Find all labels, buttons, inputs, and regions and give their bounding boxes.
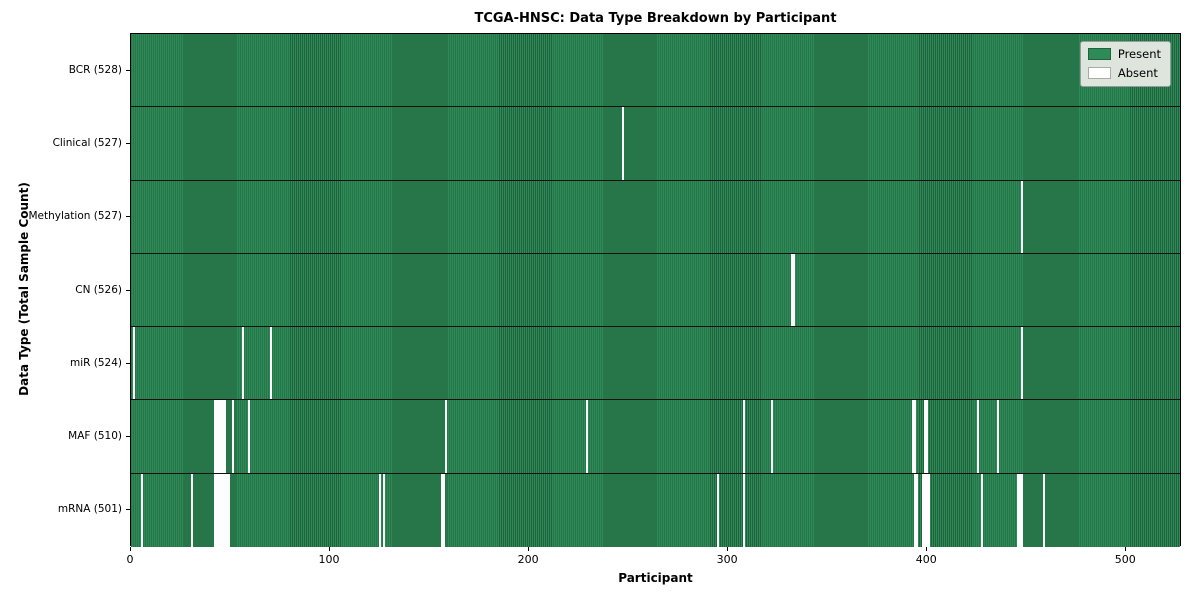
y-tick-label: CN (526) bbox=[75, 283, 122, 296]
absent-marker bbox=[1017, 473, 1020, 547]
absent-marker bbox=[981, 473, 984, 547]
absent-marker bbox=[379, 473, 382, 547]
legend: Present Absent bbox=[1079, 41, 1171, 87]
absent-marker bbox=[224, 473, 227, 547]
absent-marker bbox=[921, 473, 924, 547]
absent-marker bbox=[383, 473, 386, 547]
matrix-row-bcr bbox=[131, 34, 1180, 108]
legend-item-present: Present bbox=[1087, 47, 1161, 61]
absent-marker bbox=[214, 400, 217, 473]
absent-marker bbox=[224, 400, 227, 473]
matrix-row-mir bbox=[131, 327, 1180, 401]
absent-marker bbox=[1042, 473, 1045, 547]
x-tick-label: 500 bbox=[1114, 553, 1136, 566]
absent-marker bbox=[790, 253, 793, 327]
y-tick bbox=[126, 289, 130, 291]
absent-marker bbox=[190, 473, 193, 547]
absent-marker bbox=[440, 473, 443, 547]
absent-marker bbox=[214, 473, 217, 547]
x-tick bbox=[528, 547, 530, 551]
absent-marker bbox=[770, 400, 773, 473]
absent-marker bbox=[228, 473, 231, 547]
legend-item-absent: Absent bbox=[1087, 66, 1161, 80]
absent-marker bbox=[222, 400, 225, 473]
y-tick-label: MAF (510) bbox=[68, 430, 122, 443]
legend-swatch-present bbox=[1087, 48, 1111, 60]
absent-marker bbox=[216, 473, 219, 547]
absent-marker bbox=[444, 400, 447, 473]
x-tick-label: 200 bbox=[517, 553, 539, 566]
legend-label: Present bbox=[1117, 47, 1161, 61]
absent-marker bbox=[742, 400, 745, 473]
absent-marker bbox=[997, 400, 1000, 473]
y-tick bbox=[126, 509, 130, 511]
chart-title: TCGA-HNSC: Data Type Breakdown by Partic… bbox=[474, 11, 837, 26]
plot-area: Present Absent bbox=[130, 33, 1181, 547]
y-tick bbox=[126, 69, 130, 71]
matrix-row-cn bbox=[131, 253, 1180, 328]
absent-marker bbox=[216, 400, 219, 473]
absent-marker bbox=[923, 400, 926, 473]
y-tick bbox=[126, 436, 130, 438]
absent-marker bbox=[232, 400, 235, 473]
matrix-row-methylation bbox=[131, 180, 1180, 254]
absent-marker bbox=[1019, 473, 1022, 547]
absent-marker bbox=[226, 473, 229, 547]
absent-marker bbox=[923, 473, 926, 547]
y-tick bbox=[126, 362, 130, 364]
absent-marker bbox=[140, 473, 143, 547]
matrix-row-clinical bbox=[131, 107, 1180, 181]
absent-marker bbox=[132, 327, 135, 400]
y-tick-label: BCR (528) bbox=[68, 63, 122, 76]
absent-marker bbox=[977, 400, 980, 473]
absent-marker bbox=[248, 400, 251, 473]
absent-marker bbox=[242, 327, 245, 400]
x-tick bbox=[926, 547, 928, 551]
x-axis-label: Participant bbox=[618, 571, 693, 585]
absent-marker bbox=[218, 473, 221, 547]
matrix-row-mrna bbox=[131, 473, 1180, 547]
absent-marker bbox=[220, 400, 223, 473]
y-tick-label: Methylation (527) bbox=[28, 210, 122, 223]
absent-marker bbox=[742, 473, 745, 547]
y-tick-label: miR (524) bbox=[69, 356, 122, 369]
x-tick-label: 300 bbox=[716, 553, 738, 566]
absent-marker bbox=[621, 107, 624, 180]
matrix-row-maf bbox=[131, 400, 1180, 474]
absent-marker bbox=[1021, 473, 1024, 547]
absent-marker bbox=[222, 473, 225, 547]
absent-marker bbox=[925, 473, 928, 547]
absent-marker bbox=[270, 327, 273, 400]
x-tick-label: 400 bbox=[915, 553, 937, 566]
absent-marker bbox=[792, 253, 795, 327]
absent-marker bbox=[1021, 180, 1024, 253]
legend-label: Absent bbox=[1117, 66, 1158, 80]
x-tick bbox=[1125, 547, 1127, 551]
absent-marker bbox=[218, 400, 221, 473]
absent-marker bbox=[913, 400, 916, 473]
x-tick-label: 100 bbox=[318, 553, 340, 566]
x-tick bbox=[329, 547, 331, 551]
y-tick bbox=[126, 216, 130, 218]
absent-marker bbox=[1021, 327, 1024, 400]
absent-marker bbox=[911, 400, 914, 473]
absent-marker bbox=[717, 473, 720, 547]
absent-marker bbox=[927, 473, 930, 547]
absent-marker bbox=[915, 473, 918, 547]
x-tick-label: 0 bbox=[126, 553, 134, 566]
x-tick bbox=[130, 547, 131, 551]
absent-marker bbox=[442, 473, 445, 547]
y-tick bbox=[126, 142, 130, 144]
absent-marker bbox=[585, 400, 588, 473]
absent-marker bbox=[913, 473, 916, 547]
x-tick bbox=[727, 547, 729, 551]
absent-marker bbox=[925, 400, 928, 473]
y-tick-label: mRNA (501) bbox=[57, 503, 122, 516]
absent-marker bbox=[220, 473, 223, 547]
legend-swatch-absent bbox=[1087, 67, 1111, 79]
y-tick-label: Clinical (527) bbox=[52, 136, 122, 149]
